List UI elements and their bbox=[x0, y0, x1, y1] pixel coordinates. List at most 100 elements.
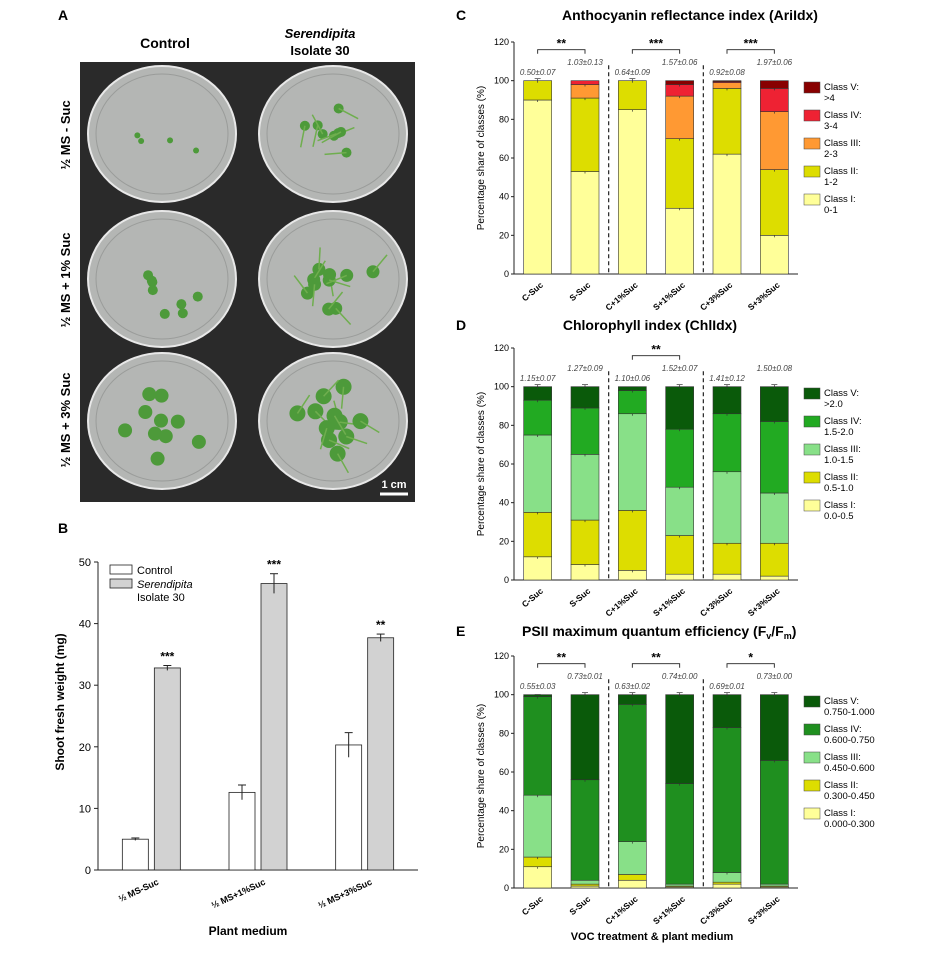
mean-label: 1.57±0.06 bbox=[662, 58, 698, 67]
mean-label: 1.50±0.08 bbox=[757, 364, 793, 373]
b-y-tick-label: 50 bbox=[79, 557, 91, 569]
stacked-segment bbox=[618, 874, 647, 881]
panel-b-legend: Control Serendipita Isolate 30 bbox=[109, 564, 193, 604]
stacked-segment bbox=[665, 207, 694, 275]
legend-swatch bbox=[803, 471, 821, 484]
legend-label: Class V: bbox=[824, 388, 859, 399]
panel-letter-b: B bbox=[58, 520, 68, 536]
legend-label: 0.300-0.450 bbox=[824, 791, 875, 802]
x-tick-label: S-Suc bbox=[567, 894, 592, 917]
stacked-segment bbox=[760, 492, 789, 544]
stacked-segment bbox=[712, 542, 742, 575]
seedling-stem bbox=[333, 415, 347, 436]
mean-label: 1.03±0.13 bbox=[567, 58, 603, 67]
seedling-stem bbox=[336, 453, 350, 474]
b-bar bbox=[260, 583, 288, 871]
b-y-tick-label: 10 bbox=[79, 803, 91, 815]
petri-dish bbox=[87, 65, 237, 203]
panel-letter-d: D bbox=[456, 317, 466, 333]
legend-label: Class IV: bbox=[824, 724, 862, 735]
mean-label: 0.55±0.03 bbox=[520, 682, 556, 691]
seedling-stem bbox=[346, 435, 368, 445]
stacked-segment bbox=[523, 696, 552, 796]
photo-row-label-2: ½ MS + 1% Suc bbox=[58, 232, 73, 327]
panel-e-xlabel: VOC treatment & plant medium bbox=[571, 931, 734, 943]
stacked-segment bbox=[570, 879, 600, 885]
stacked-segment bbox=[760, 80, 789, 89]
seedling-stem bbox=[313, 260, 326, 280]
mean-label: 0.73±0.01 bbox=[567, 672, 603, 681]
seedling-stem bbox=[372, 254, 388, 273]
stacked-segment bbox=[523, 80, 552, 101]
legend-label: Class III: bbox=[824, 444, 861, 455]
stacked-segment bbox=[760, 235, 789, 275]
panel-c: C Anthocyanin reflectance index (AriIdx)… bbox=[456, 7, 862, 313]
seedling bbox=[167, 137, 174, 144]
seedling-stem bbox=[326, 274, 348, 285]
petri-dish-rim bbox=[95, 360, 229, 482]
panel-e: E PSII maximum quantum efficiency (Fv/Fm… bbox=[456, 623, 875, 943]
x-tick-label: C+3%Suc bbox=[698, 586, 734, 619]
stacked-segment bbox=[712, 883, 742, 889]
panel-b-xlabel: Plant medium bbox=[209, 924, 288, 938]
legend-label: 1.5-2.0 bbox=[824, 427, 854, 438]
petri-dish-rim bbox=[95, 218, 229, 340]
x-tick-label: C+3%Suc bbox=[698, 280, 734, 313]
stacked-segment bbox=[665, 694, 694, 784]
x-tick-label: S+3%Suc bbox=[746, 280, 782, 313]
seedling bbox=[147, 285, 158, 296]
x-tick-label: S+3%Suc bbox=[746, 586, 782, 619]
panel-letter-a: A bbox=[58, 7, 68, 23]
seedling-stem bbox=[299, 125, 306, 148]
panel-e-plot: 0 20 40 60 80 100 120 0.55±0.03 C-Suc 0.73±0.01 S-… bbox=[494, 651, 875, 927]
panel-b-plot: 0 10 20 30 40 50 *** ½ MS-Suc *** ½ MS+1%Suc ** ½ M… bbox=[79, 557, 418, 910]
stacked-segment bbox=[712, 727, 742, 873]
stacked-segment bbox=[665, 95, 694, 139]
b-y-tick-label: 20 bbox=[79, 742, 91, 754]
legend-label: 2-3 bbox=[824, 149, 838, 160]
panel-e-title-end: ) bbox=[792, 623, 797, 639]
legend-label: Class I: bbox=[824, 500, 856, 511]
legend-label: Class IV: bbox=[824, 110, 862, 121]
stacked-segment bbox=[665, 80, 694, 85]
stacked-segment bbox=[523, 399, 552, 436]
significance-bracket bbox=[631, 355, 681, 360]
photo-dishes bbox=[87, 65, 408, 490]
seedling bbox=[191, 434, 206, 449]
legend-label: Class I: bbox=[824, 194, 856, 205]
legend-swatch bbox=[803, 751, 821, 764]
seedling bbox=[193, 147, 200, 154]
stacked-segment bbox=[712, 386, 742, 415]
seedling-stem bbox=[319, 427, 328, 450]
seedling-stem bbox=[360, 420, 380, 434]
legend-label: 0.600-0.750 bbox=[824, 735, 875, 746]
legend-swatch bbox=[803, 443, 821, 456]
stacked-segment bbox=[712, 413, 742, 473]
legend-label: Class I: bbox=[824, 808, 856, 819]
y-tick-label: 120 bbox=[494, 651, 509, 661]
y-tick-label: 80 bbox=[499, 114, 509, 124]
photo-col-header-control: Control bbox=[140, 35, 190, 51]
seedling-stem bbox=[335, 307, 352, 326]
stacked-segment bbox=[523, 99, 552, 275]
x-tick-label: C+3%Suc bbox=[698, 894, 734, 927]
seedling bbox=[147, 426, 162, 441]
panel-e-title-mid: /F bbox=[771, 623, 784, 639]
panel-b-ylabel: Shoot fresh weight (mg) bbox=[53, 633, 67, 770]
mean-label: 1.10±0.06 bbox=[615, 374, 651, 383]
y-tick-label: 20 bbox=[499, 230, 509, 240]
stacked-segment bbox=[760, 421, 789, 494]
seedling-stem bbox=[324, 151, 347, 156]
legend-label: 1-2 bbox=[824, 177, 838, 188]
mean-label: 1.52±0.07 bbox=[662, 364, 698, 373]
seedling bbox=[192, 291, 203, 302]
panel-c-title: Anthocyanin reflectance index (AriIdx) bbox=[562, 7, 818, 23]
stacked-segment bbox=[760, 111, 789, 170]
significance-label: *** bbox=[649, 37, 663, 51]
legend-label: 0.5-1.0 bbox=[824, 483, 854, 494]
x-tick-label: C-Suc bbox=[520, 894, 545, 918]
y-tick-label: 100 bbox=[494, 76, 509, 86]
stacked-segment bbox=[523, 386, 552, 401]
y-tick-label: 0 bbox=[504, 575, 509, 585]
